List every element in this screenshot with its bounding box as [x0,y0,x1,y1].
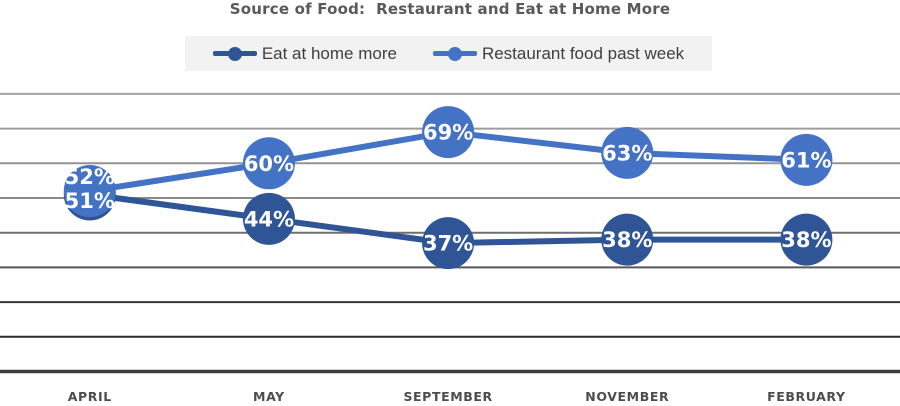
data-point-1-september [422,106,475,159]
data-label-1-april: 52% [65,165,115,189]
legend-item-eat-at-home: Eat at home more [212,43,397,64]
x-axis-label-april: APRIL [68,389,112,404]
data-label-1-may: 60% [244,152,294,176]
legend: Eat at home more Restaurant food past we… [185,36,712,71]
data-label-1-november: 63% [602,141,652,165]
data-label-1-february: 61% [781,148,831,172]
x-axis-label-may: MAY [253,389,285,404]
data-point-0-may [242,192,295,245]
data-label-0-may: 44% [244,207,294,231]
legend-label: Restaurant food past week [481,43,685,63]
chart-title: Source of Food: Restaurant and Eat at Ho… [229,0,671,18]
data-point-1-may [242,137,295,190]
data-point-0-february [780,213,833,266]
data-label-1-september: 69% [423,121,473,145]
data-label-0-september: 37% [423,232,473,256]
legend-item-restaurant: Restaurant food past week [432,43,685,64]
data-label-0-november: 38% [602,228,652,252]
data-point-0-september [422,217,475,270]
data-point-1-april [63,165,116,218]
x-axis-label-november: NOVEMBER [585,389,669,404]
legend-label: Eat at home more [261,43,397,63]
legend-line-marker-icon [432,46,477,61]
x-axis-label-september: SEPTEMBER [403,389,492,404]
legend-dot-icon [227,46,242,61]
x-axis-label-february: FEBRUARY [767,389,846,404]
data-label-0-april: 51% [65,189,115,213]
data-point-1-february [780,133,833,186]
legend-line-marker-icon [212,46,257,61]
data-point-1-november [601,126,654,179]
data-point-0-november [601,213,654,266]
legend-dot-icon [447,46,462,61]
data-label-0-february: 38% [781,228,831,252]
